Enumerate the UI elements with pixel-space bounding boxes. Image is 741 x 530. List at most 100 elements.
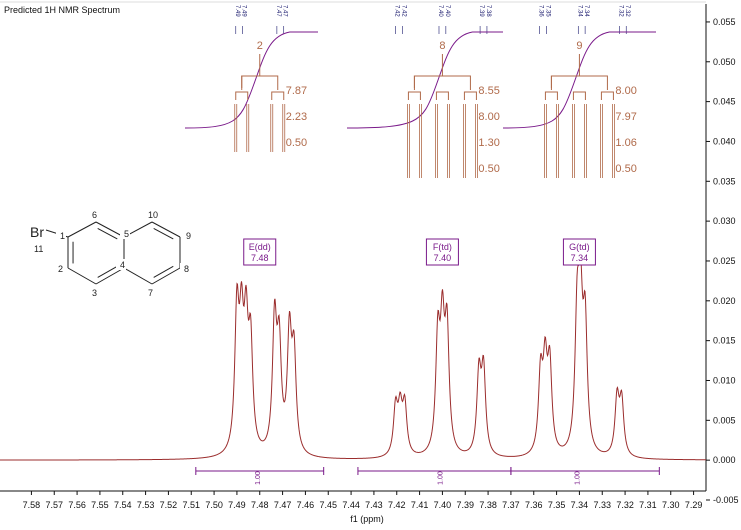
- x-tick-label: 7.53: [137, 500, 155, 510]
- multiplet-count: 8: [439, 40, 445, 52]
- integral-value: 1.00: [574, 471, 581, 485]
- y-tick-label: 0.055: [713, 17, 736, 27]
- peak-label: 7.49: [234, 5, 240, 17]
- chart-title: Predicted 1H NMR Spectrum: [4, 5, 121, 15]
- atom-number-bg: [116, 259, 126, 270]
- y-tick-label: 0.025: [713, 256, 736, 266]
- atom-number-bg: [88, 209, 98, 220]
- x-tick-label: 7.58: [23, 500, 41, 510]
- integral-curve: [184, 31, 318, 129]
- atom-number-bg: [54, 263, 64, 274]
- molecule-substituent: Br: [30, 224, 44, 240]
- integral-value: 1.00: [437, 471, 444, 485]
- molecule-double-bond: [153, 228, 174, 240]
- peak-label: 7.40: [444, 5, 450, 17]
- atom-number: 2: [58, 264, 63, 274]
- atom-number-bg: [56, 230, 66, 241]
- peak-label: 7.36: [537, 5, 543, 17]
- x-tick-label: 7.56: [68, 500, 86, 510]
- x-tick-label: 7.32: [616, 500, 634, 510]
- peak-label: 7.47: [275, 5, 281, 17]
- coupling-constant: 8.00: [615, 85, 636, 97]
- multiplet-tree-subbranch: [600, 91, 614, 100]
- coupling-constant: 0.50: [478, 163, 499, 175]
- integral-curve: [346, 31, 503, 129]
- molecule-substituent-number: 11: [34, 244, 43, 254]
- x-tick-label: 7.39: [456, 500, 474, 510]
- atom-number: 5: [124, 229, 129, 239]
- integral-curve: [502, 31, 656, 129]
- x-tick-label: 7.46: [297, 500, 315, 510]
- multiplet-tree-subbranch: [463, 91, 477, 100]
- peak-label: 7.42: [400, 5, 406, 17]
- peak-label: 7.34: [583, 5, 589, 17]
- x-tick-label: 7.57: [45, 500, 63, 510]
- x-tick-label: 7.44: [342, 500, 360, 510]
- atom-number-bg: [144, 287, 154, 298]
- x-tick-label: 7.54: [114, 500, 132, 510]
- x-tick-label: 7.52: [160, 500, 178, 510]
- peak-label: 7.34: [576, 5, 582, 17]
- multiplet-tree-branch: [550, 75, 580, 88]
- x-axis-label: f1 (ppm): [350, 514, 384, 524]
- x-tick-label: 7.30: [662, 500, 680, 510]
- y-tick-label: 0.030: [713, 216, 736, 226]
- atom-number-bg: [182, 230, 192, 241]
- peak-label: 7.32: [617, 5, 623, 17]
- peak-label: 7.38: [485, 5, 491, 17]
- multiplet-name: E(dd): [249, 242, 271, 252]
- spectrum-line: [0, 251, 706, 461]
- coupling-constant: 1.30: [478, 137, 499, 149]
- multiplet-tree-branch: [241, 75, 260, 88]
- x-tick-label: 7.50: [205, 500, 223, 510]
- multiplet-count: 9: [576, 40, 582, 52]
- x-tick-label: 7.36: [525, 500, 543, 510]
- multiplet-label-box: [562, 238, 596, 266]
- multiplet-count: 2: [257, 40, 263, 52]
- y-tick-label: 0.040: [713, 136, 736, 146]
- multiplet-shift: 7.48: [251, 253, 269, 263]
- x-tick-label: 7.49: [228, 500, 246, 510]
- molecule-double-bond: [153, 265, 174, 278]
- y-tick-label: 0.015: [713, 336, 736, 346]
- atom-number: 7: [148, 288, 153, 298]
- atom-number: 4: [120, 260, 125, 270]
- x-tick-label: 7.29: [685, 500, 703, 510]
- x-tick-label: 7.33: [593, 500, 611, 510]
- molecule-bond: [95, 221, 125, 238]
- coupling-constant: 1.06: [615, 137, 636, 149]
- x-tick-label: 7.55: [91, 500, 109, 510]
- atom-number-bg: [144, 209, 159, 220]
- multiplet-tree-branch: [241, 75, 279, 90]
- multiplet-tree-subbranch: [235, 91, 249, 100]
- peak-label: 7.39: [478, 5, 484, 17]
- multiplet-tree-subbranch: [271, 91, 285, 100]
- x-tick-label: 7.37: [502, 500, 520, 510]
- atom-number-bg: [120, 228, 130, 239]
- atom-number: 3: [92, 288, 97, 298]
- molecule-bond: [123, 267, 153, 285]
- multiplet-shift: 7.40: [434, 253, 452, 263]
- x-tick-label: 7.34: [571, 500, 589, 510]
- atom-number: 10: [148, 210, 158, 220]
- integral-value: 1.00: [255, 471, 262, 485]
- atom-number-bg: [88, 287, 98, 298]
- multiplet-label-box: [425, 238, 459, 266]
- peak-label: 7.42: [394, 5, 400, 17]
- y-tick-label: 0.045: [713, 97, 736, 107]
- x-tick-label: 7.47: [274, 500, 292, 510]
- peak-label: 7.32: [624, 5, 630, 17]
- x-tick-label: 7.51: [182, 500, 200, 510]
- y-tick-label: 0.005: [713, 415, 736, 425]
- multiplet-tree-branch: [413, 75, 443, 88]
- multiplet-tree-subbranch: [572, 91, 586, 100]
- x-tick-label: 7.42: [388, 500, 406, 510]
- y-tick-label: 0.035: [713, 176, 736, 186]
- coupling-constant: 0.50: [286, 137, 307, 149]
- coupling-constant: 2.23: [286, 111, 307, 123]
- molecule-bond: [151, 221, 181, 238]
- x-tick-label: 7.40: [434, 500, 452, 510]
- coupling-constant: 8.00: [478, 111, 499, 123]
